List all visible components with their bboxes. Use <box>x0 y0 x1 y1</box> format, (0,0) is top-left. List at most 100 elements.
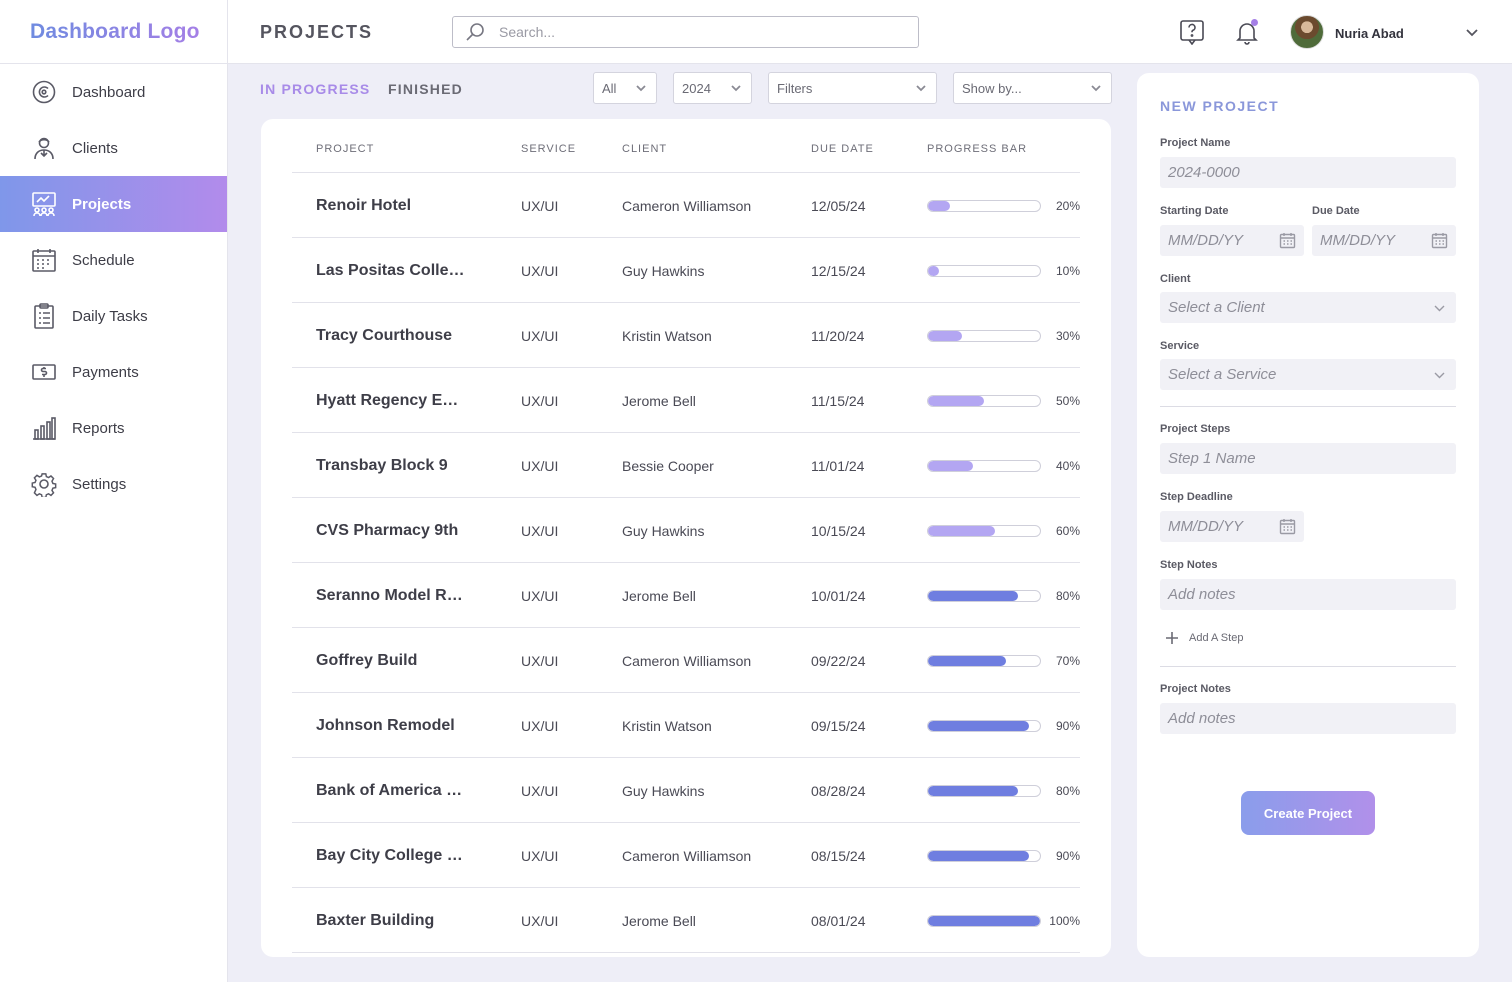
project-name: Hyatt Regency Emeryville <box>316 392 466 409</box>
progress-percent: 10% <box>1055 263 1080 278</box>
logo-area: Dashboard Logo <box>0 0 227 64</box>
table-row[interactable]: Goffrey Build UX/UI Cameron Williamson 09/2… <box>292 628 1080 693</box>
avatar[interactable] <box>1290 15 1324 49</box>
step-name-placeholder: Step 1 Name <box>1168 450 1256 467</box>
service-label: Service <box>1160 340 1200 352</box>
project-service: UX/UI <box>521 457 559 474</box>
client-select[interactable]: Select a Client <box>1160 292 1456 323</box>
project-client: Jerome Bell <box>622 587 696 604</box>
year-select[interactable]: 2024 <box>673 72 752 104</box>
calendar-icon[interactable] <box>1279 518 1296 535</box>
project-name: Johnson Remodel <box>316 717 455 734</box>
sidebar-item-settings[interactable]: Settings <box>0 456 227 512</box>
table-row[interactable]: Johnson Remodel UX/UI Kristin Watson 09/15/… <box>292 693 1080 758</box>
progress-percent: 90% <box>1055 848 1080 863</box>
progress-bar <box>927 850 1041 862</box>
progress-percent: 20% <box>1055 198 1080 213</box>
step-notes-field[interactable]: Add notes <box>1160 579 1456 610</box>
progress-bar-fill <box>928 786 1018 796</box>
chevron-down-icon <box>914 81 928 95</box>
progress-bar <box>927 460 1041 472</box>
add-step-button[interactable]: Add A Step <box>1165 631 1243 645</box>
help-icon[interactable] <box>1178 18 1206 46</box>
section-divider <box>1160 406 1456 407</box>
page-title: PROJECTS <box>260 22 374 42</box>
project-name: Tracy Courthouse <box>316 327 453 344</box>
tab-in-progress[interactable]: IN PROGRESS <box>260 81 371 97</box>
sidebar-nav: Dashboard Clients Projects Schedule Dail… <box>0 64 227 512</box>
project-client: Cameron Williamson <box>622 847 752 864</box>
project-steps-label: Project Steps <box>1160 423 1231 435</box>
table-row[interactable]: Renoir Hotel UX/UI Cameron Williamson 12/05… <box>292 173 1080 238</box>
progress-bar-fill <box>928 656 1007 666</box>
add-step-label: Add A Step <box>1189 632 1244 644</box>
table-row[interactable]: Seranno Model Remodel UX/UI Jerome Bell 10/… <box>292 563 1080 628</box>
starting-date-field[interactable]: MM/DD/YY <box>1160 225 1304 256</box>
client-select-placeholder: Select a Client <box>1168 299 1265 316</box>
step-name-field[interactable]: Step 1 Name <box>1160 443 1456 474</box>
progress-bar-fill <box>928 526 996 536</box>
table-row[interactable]: Baxter Building UX/UI Jerome Bell 08/01/24 1… <box>292 888 1080 953</box>
progress-bar-fill <box>928 461 973 471</box>
table-row[interactable]: Bay City College Hall UX/UI Cameron Willia… <box>292 823 1080 888</box>
table-row[interactable]: Bank of America Plaza UX/UI Guy Hawkins 08/… <box>292 758 1080 823</box>
project-notes-field[interactable]: Add notes <box>1160 703 1456 734</box>
table-row[interactable]: Las Positas College UX/UI Guy Hawkins 12/15… <box>292 238 1080 303</box>
step-notes-placeholder: Add notes <box>1168 586 1236 603</box>
progress-bar <box>927 265 1041 277</box>
service-select[interactable]: Select a Service <box>1160 359 1456 390</box>
calendar-icon[interactable] <box>1279 232 1296 249</box>
project-client: Jerome Bell <box>622 392 696 409</box>
calendar-icon[interactable] <box>1431 232 1448 249</box>
sidebar-item-dashboard[interactable]: Dashboard <box>0 64 227 120</box>
column-header-due-date[interactable]: DUE DATE <box>811 143 874 155</box>
project-service: UX/UI <box>521 717 559 734</box>
tab-finished[interactable]: FINISHED <box>388 81 463 97</box>
plus-icon <box>1166 632 1178 644</box>
project-name-field[interactable]: 2024-0000 <box>1160 157 1456 188</box>
bell-icon[interactable] <box>1233 18 1261 46</box>
sidebar-item-projects[interactable]: Projects <box>0 176 227 232</box>
column-header-progress[interactable]: PROGRESS BAR <box>927 143 1028 155</box>
top-bar: PROJECTS Nuria Abad <box>228 0 1512 64</box>
column-header-service[interactable]: SERVICE <box>521 143 577 155</box>
progress-bar-fill <box>928 721 1029 731</box>
chevron-down-icon[interactable] <box>1464 24 1480 40</box>
progress-bar-fill <box>928 591 1018 601</box>
project-name: Bay City College Hall <box>316 847 466 864</box>
sidebar-item-schedule[interactable]: Schedule <box>0 232 227 288</box>
sidebar-item-clients[interactable]: Clients <box>0 120 227 176</box>
sidebar-item-daily-tasks[interactable]: Daily Tasks <box>0 288 227 344</box>
due-date-field[interactable]: MM/DD/YY <box>1312 225 1456 256</box>
column-header-project[interactable]: PROJECT <box>316 143 375 155</box>
search-box <box>452 16 919 48</box>
sidebar-item-reports[interactable]: Reports <box>0 400 227 456</box>
table-row[interactable]: CVS Pharmacy 9th UX/UI Guy Hawkins 10/15/24… <box>292 498 1080 563</box>
status-select[interactable]: All <box>593 72 657 104</box>
project-client: Kristin Watson <box>622 717 712 734</box>
table-row[interactable]: Tracy Courthouse UX/UI Kristin Watson 11/20… <box>292 303 1080 368</box>
progress-bar-fill <box>928 266 940 276</box>
progress-bar-fill <box>928 851 1029 861</box>
table-row[interactable]: Transbay Block 9 UX/UI Bessie Cooper 11/01/… <box>292 433 1080 498</box>
progress-percent: 70% <box>1055 653 1080 668</box>
project-service: UX/UI <box>521 327 559 344</box>
table-row[interactable]: Hyatt Regency Emeryville UX/UI Jerome Bell… <box>292 368 1080 433</box>
sidebar: Dashboard Logo Dashboard Clients Project… <box>0 0 228 982</box>
year-select-value: 2024 <box>682 80 711 96</box>
project-client: Jerome Bell <box>622 912 696 929</box>
progress-bar <box>927 720 1041 732</box>
search-input[interactable] <box>499 24 899 40</box>
show-by-select[interactable]: Show by... <box>953 72 1112 104</box>
project-due-date: 08/28/24 <box>811 782 866 799</box>
create-project-button[interactable]: Create Project <box>1241 791 1375 835</box>
filters-select[interactable]: Filters <box>768 72 937 104</box>
section-divider <box>1160 666 1456 667</box>
project-due-date: 12/15/24 <box>811 262 866 279</box>
logo[interactable]: Dashboard Logo <box>30 19 200 43</box>
sidebar-item-payments[interactable]: Payments <box>0 344 227 400</box>
column-header-client[interactable]: CLIENT <box>622 143 668 155</box>
project-name: Las Positas College <box>316 262 466 279</box>
step-deadline-field[interactable]: MM/DD/YY <box>1160 511 1304 542</box>
project-name-placeholder: 2024-0000 <box>1168 164 1240 181</box>
